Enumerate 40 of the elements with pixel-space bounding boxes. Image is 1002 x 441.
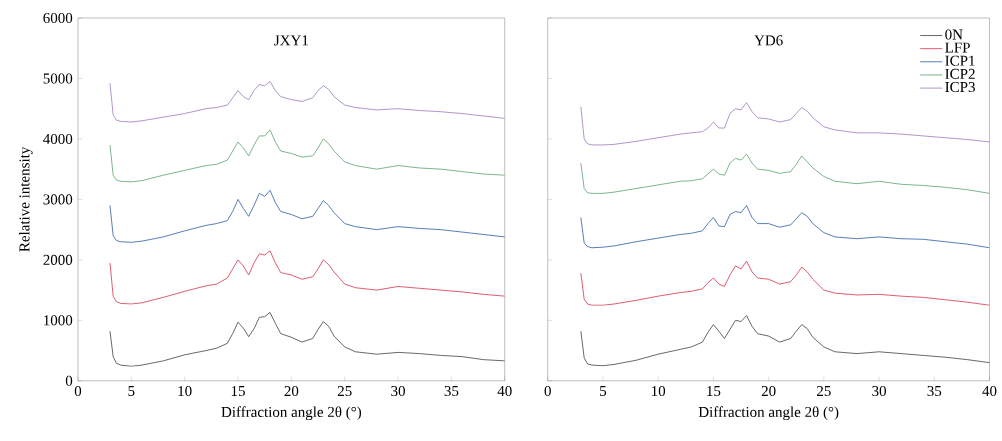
y-tick-label: 3000	[43, 194, 73, 205]
x-tick-label: 5	[128, 386, 135, 397]
x-tick-label: 30	[872, 386, 886, 397]
line-series	[109, 129, 505, 183]
x-tick-label: 35	[927, 386, 942, 397]
x-tick-label: 20	[761, 386, 776, 397]
y-tick-label: 5000	[43, 73, 73, 84]
legend-label: ICP3	[945, 82, 975, 93]
x-tick-label: 10	[652, 386, 666, 397]
text: YD6	[754, 35, 783, 46]
text: JXY1	[274, 35, 308, 46]
x-tick-label: 15	[231, 386, 245, 397]
legend-label: 0N	[945, 29, 963, 40]
y-tick-label: 0	[65, 375, 73, 386]
y-tick-label: 4000	[43, 133, 73, 145]
x-tick-label: 40	[497, 386, 512, 397]
x-tick-label: 40	[982, 386, 997, 397]
y-axis-title: Relative intensity	[18, 146, 33, 252]
line-series	[109, 312, 505, 367]
legend-label: ICP2	[945, 68, 975, 80]
x-tick-label: 0	[74, 386, 82, 397]
x-tick-label: 25	[337, 386, 352, 397]
y-tick-label: 1000	[44, 315, 73, 326]
x-tick-label: 20	[284, 386, 299, 397]
x-axis-title: Diffraction angle 2θ (°)	[221, 406, 362, 421]
line-series	[109, 250, 505, 305]
line-series	[109, 190, 505, 243]
x-tick-label: 5	[600, 386, 607, 397]
y-tick-label: 6000	[43, 13, 73, 24]
x-tick-label: 0	[544, 386, 551, 397]
x-tick-label: 30	[391, 386, 405, 397]
x-tick-label: 25	[817, 386, 831, 397]
x-tick-label: 15	[707, 386, 721, 397]
line-series	[109, 81, 505, 123]
y-tick-label: 2000	[43, 254, 73, 266]
x-tick-label: 10	[178, 386, 192, 397]
x-axis-title: Diffraction angle 2θ (°)	[698, 406, 839, 421]
legend-label: ICP1	[945, 55, 975, 66]
legend-label: LFP	[945, 42, 970, 53]
x-tick-label: 35	[444, 386, 459, 397]
